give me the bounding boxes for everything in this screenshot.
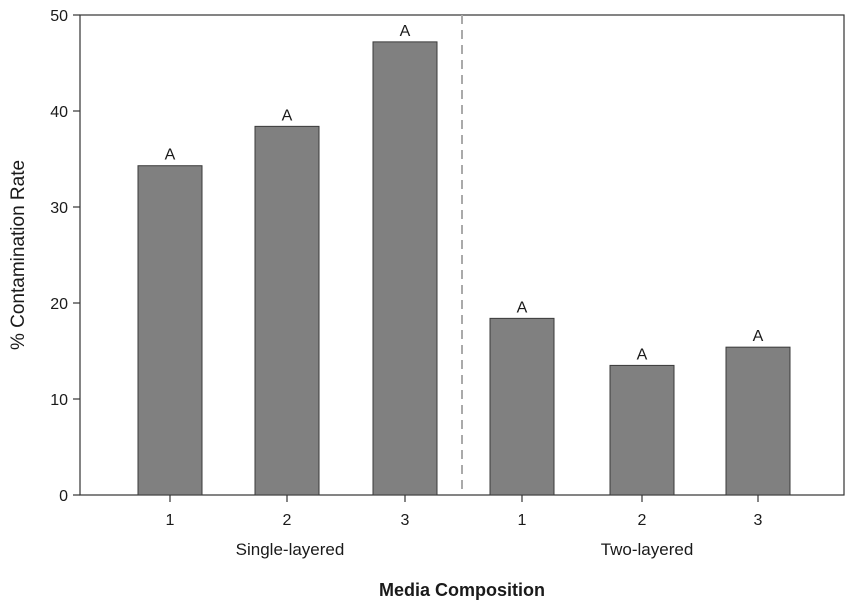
x-axis: 1 2 3 Single-layered 1 2 3 Two-layered bbox=[166, 495, 763, 559]
bar bbox=[254, 125, 320, 496]
significance-label: A bbox=[637, 346, 648, 363]
x-tick-label: 2 bbox=[638, 512, 647, 529]
y-tick-label: 0 bbox=[59, 488, 68, 505]
y-tick-label: 40 bbox=[50, 104, 68, 121]
y-tick-label: 30 bbox=[50, 200, 68, 217]
x-tick-label: 2 bbox=[283, 512, 292, 529]
group-label: Two-layered bbox=[601, 540, 694, 559]
significance-label: A bbox=[753, 328, 764, 345]
bars: A A A A A A bbox=[137, 23, 791, 496]
x-tick-label: 3 bbox=[401, 512, 410, 529]
significance-label: A bbox=[282, 107, 293, 124]
y-tick-label: 50 bbox=[50, 8, 68, 25]
y-tick-label: 20 bbox=[50, 296, 68, 313]
bar bbox=[725, 346, 791, 496]
significance-label: A bbox=[400, 23, 411, 40]
y-axis: 0 10 20 30 40 50 bbox=[50, 8, 80, 505]
y-tick-label: 10 bbox=[50, 392, 68, 409]
x-tick-label: 3 bbox=[754, 512, 763, 529]
significance-label: A bbox=[165, 147, 176, 164]
x-axis-title: Media Composition bbox=[379, 580, 545, 600]
group-label: Single-layered bbox=[236, 540, 345, 559]
bar bbox=[609, 364, 675, 496]
bar bbox=[372, 41, 438, 496]
significance-label: A bbox=[517, 299, 528, 316]
bar bbox=[489, 317, 555, 496]
x-tick-label: 1 bbox=[518, 512, 527, 529]
y-axis-title: % Contamination Rate bbox=[8, 160, 29, 350]
bar bbox=[137, 165, 203, 496]
x-tick-label: 1 bbox=[166, 512, 175, 529]
